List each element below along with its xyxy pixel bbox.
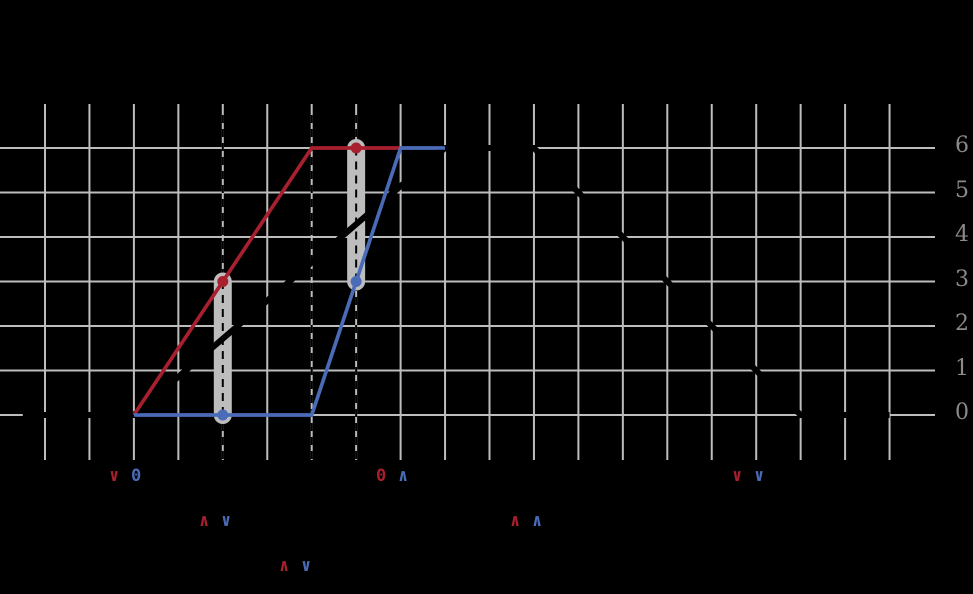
y-tick-label: 3 [955,266,969,292]
red-data-marker [350,142,362,154]
annotation-red: 0 [376,466,387,486]
annotation-blue: ∨ [221,511,232,531]
blue-data-marker [350,276,362,287]
y-tick-label: 1 [955,355,969,381]
annotation-blue: ∧ [398,466,409,486]
dashed-guides [221,115,358,460]
grid [0,104,935,460]
red-data-marker [217,276,229,287]
hidden-black-series-line [22,145,890,418]
data-markers [217,142,362,421]
y-tick-label: 0 [955,400,969,425]
annotation-red: ∧ [510,511,521,531]
red-series-line [132,146,401,416]
annotation-red: ∨ [109,466,120,486]
annotation-red: ∧ [279,556,290,576]
annotation-red: ∧ [199,511,210,531]
annotation-blue: ∧ [532,511,543,531]
annotation-blue: ∨ [754,466,765,486]
annotation-blue: ∨ [301,556,312,576]
blue-data-marker [217,409,229,421]
y-tick-label: 6 [955,133,969,158]
annotation-red: ∨ [732,466,743,486]
annotation-blue: 0 [131,466,142,486]
y-tick-label: 4 [955,222,969,247]
y-tick-label: 2 [955,311,969,336]
highlight-bars [213,139,366,424]
y-tick-label: 5 [955,177,969,203]
